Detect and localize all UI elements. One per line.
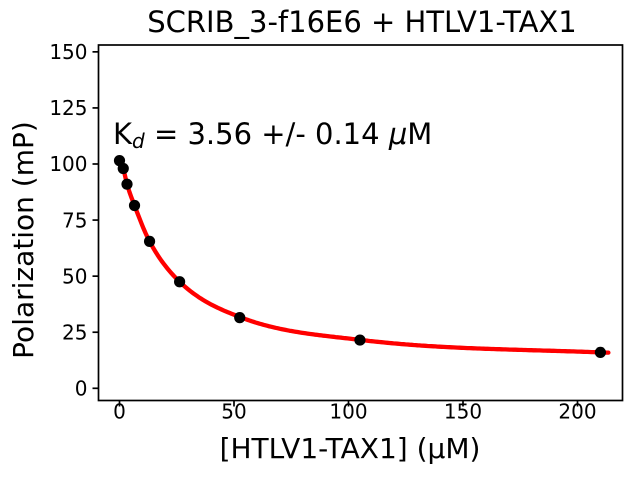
data-point [354,334,366,346]
data-point [143,235,156,247]
x-axis-label: [HTLV1-TAX1] (μM) [219,432,481,465]
y-tick-label: 25 [62,320,87,344]
y-axis-label: Polarization (mP) [7,121,40,359]
x-tick-label: 0 [113,400,126,424]
y-tick-label: 50 [62,264,87,288]
kd-value-text: = 3.56 +/- 0.14 [144,117,389,151]
x-tick-label: 200 [558,400,596,424]
data-point [121,178,133,190]
axes-spines [97,44,624,402]
x-tick-label: 100 [329,400,367,424]
kd-annotation: Kd = 3.56 +/- 0.14 μM [113,117,433,153]
y-tick-label: 0 [75,377,88,401]
kd-symbol: K [113,117,133,151]
y-tick-label: 100 [49,152,87,176]
y-tick-label: 150 [49,40,87,64]
kd-unit-text: M [407,117,433,151]
data-point [174,276,186,288]
y-tick-label: 125 [49,96,87,120]
y-tick-label: 75 [62,208,87,232]
x-tick-label: 150 [444,400,482,424]
data-point [128,199,141,212]
data-point [117,162,129,175]
chart-title: SCRIB_3-f16E6 + HTLV1-TAX1 [147,5,577,39]
mu-symbol: μ [388,117,408,151]
x-tick-label: 50 [221,400,246,424]
data-point [234,312,246,324]
kd-subscript: d [132,129,145,153]
fit-curve [117,160,611,355]
data-point [594,346,607,359]
